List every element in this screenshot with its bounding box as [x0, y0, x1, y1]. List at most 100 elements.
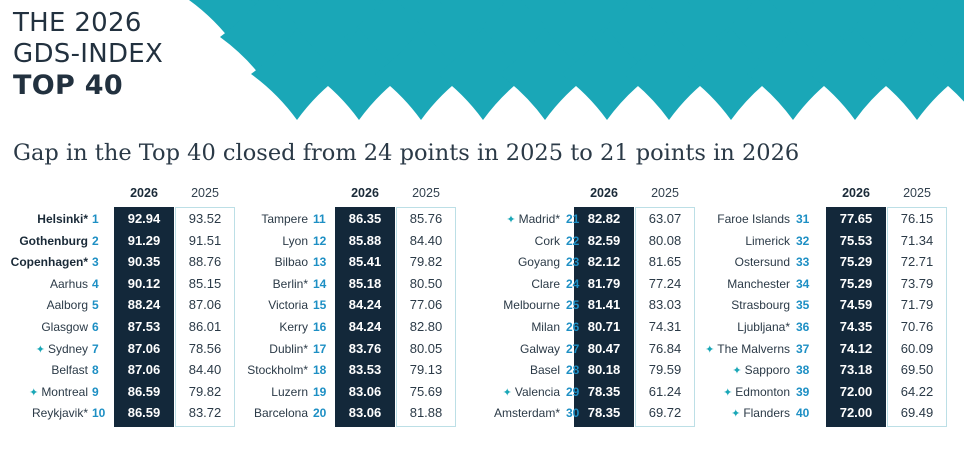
header-2026: 2026 — [590, 186, 618, 200]
sparkle-icon: ✦ — [723, 386, 733, 399]
score-2025: 75.69 — [409, 383, 443, 399]
score-2025: 80.08 — [648, 232, 682, 248]
city-name: ✦ Sapporo — [732, 360, 790, 381]
pattern-sparkle — [778, 0, 870, 83]
city-name: Strasbourg — [731, 295, 790, 315]
header-2025: 2025 — [191, 186, 219, 200]
city-name: Reykjavik* — [32, 403, 88, 423]
rank-number: 38 — [796, 363, 810, 378]
score-2025: 91.51 — [188, 232, 222, 248]
city-name: Gothenburg — [19, 231, 88, 251]
city-label: Cork — [534, 233, 560, 248]
table-row: Belfast 8 87.06 84.40 — [0, 360, 964, 380]
rank-number: 35 — [796, 298, 810, 313]
table-row: Aarhus 4 90.12 85.15 — [0, 274, 964, 294]
city-label: Stockholm* — [247, 363, 308, 378]
city-name: Goyang — [518, 252, 560, 272]
rank-number: 34 — [796, 276, 810, 291]
table-row: Limerick 32 75.53 71.34 — [0, 231, 964, 251]
table-row: Victoria 15 84.24 77.06 — [0, 295, 964, 315]
score-2026: 73.18 — [839, 362, 873, 378]
city-label: Basel — [529, 363, 560, 378]
table-row: Cork 22 82.59 80.08 — [0, 231, 964, 251]
score-2025: 79.82 — [188, 383, 222, 399]
table-row: ✦ Montreal 9 86.59 79.82 — [0, 382, 964, 402]
rank-number: 20 — [313, 406, 327, 421]
score-2026: 82.12 — [587, 254, 621, 270]
score-2025: 87.06 — [188, 297, 222, 313]
score-2026-panel — [114, 207, 174, 427]
score-2025-panel — [887, 207, 947, 427]
city-name: Ostersund — [735, 252, 790, 272]
pattern-sparkle — [530, 0, 622, 83]
score-2025: 72.71 — [900, 254, 934, 270]
score-2026: 86.59 — [127, 383, 161, 399]
city-label: Sapporo — [744, 363, 790, 378]
score-2025: 80.50 — [409, 275, 443, 291]
score-2026: 74.35 — [839, 319, 873, 334]
rank-number: 17 — [313, 341, 327, 356]
table-row: Galway 27 80.47 76.84 — [0, 339, 964, 359]
city-label: Bilbao — [274, 255, 308, 270]
rank-number: 15 — [313, 298, 327, 313]
table-row: Goyang 23 82.12 81.65 — [0, 252, 964, 272]
header-2026: 2026 — [351, 186, 379, 200]
brand-line-2: GDS-INDEX — [13, 39, 164, 69]
table-row: Amsterdam* 30 78.35 69.72 — [0, 403, 964, 423]
city-name: ✦ Valencia — [503, 382, 560, 403]
city-label: Berlin* — [272, 276, 308, 291]
city-label: Gothenburg — [19, 233, 88, 248]
score-2025: 69.50 — [900, 362, 934, 378]
pattern-sparkle — [840, 0, 932, 83]
city-label: Aarhus — [49, 276, 88, 291]
score-2025: 84.40 — [409, 232, 443, 248]
table-row: Lyon 12 85.88 84.40 — [0, 231, 964, 251]
pattern-sparkle — [375, 28, 467, 120]
table-row: Berlin* 14 85.18 80.50 — [0, 274, 964, 294]
score-2026: 83.53 — [348, 362, 382, 378]
city-name: ✦ Sydney — [36, 339, 88, 360]
pattern-sparkle — [437, 0, 529, 46]
pattern-sparkle — [592, 0, 684, 83]
city-label: Flanders — [743, 406, 790, 421]
table-row: Melbourne 25 81.41 83.03 — [0, 295, 964, 315]
sparkle-icon: ✦ — [732, 365, 742, 378]
city-label: Reykjavik* — [31, 406, 88, 421]
pattern-sparkle — [468, 0, 560, 83]
city-name: Ljubljana* — [737, 317, 790, 337]
city-label: Strasbourg — [731, 298, 790, 313]
pattern-sparkle — [344, 0, 436, 83]
score-2026: 84.24 — [348, 297, 382, 313]
pattern-sparkle — [654, 0, 746, 83]
header-2026: 2026 — [130, 186, 158, 200]
score-2025: 78.56 — [188, 340, 222, 356]
score-2025: 84.40 — [188, 362, 222, 378]
score-2026: 81.41 — [587, 297, 621, 313]
city-name: Helsinki* — [37, 209, 88, 229]
score-2025: 93.52 — [188, 211, 222, 226]
city-label: Dublin* — [269, 341, 308, 356]
score-2026: 82.59 — [587, 232, 621, 248]
city-label: Aalborg — [46, 298, 88, 313]
score-2026: 80.18 — [587, 362, 621, 378]
score-2026: 86.59 — [127, 405, 161, 421]
headline: Gap in the Top 40 closed from 24 points … — [13, 140, 800, 166]
city-name: Tampere — [261, 209, 308, 229]
score-2026: 72.00 — [839, 383, 873, 399]
score-2025: 76.84 — [648, 340, 682, 356]
pattern-sparkle — [685, 0, 777, 46]
city-name: Luzern — [271, 382, 308, 402]
table-row: ✦ Edmonton 39 72.00 64.22 — [0, 382, 964, 402]
score-2026-panel — [826, 207, 886, 427]
sparkle-icon: ✦ — [35, 343, 45, 356]
city-label: Glasgow — [41, 320, 88, 334]
pattern-sparkle — [561, 0, 653, 46]
pattern-sparkle — [809, 0, 901, 46]
pattern-sparkle — [437, 28, 529, 120]
rank-number: 8 — [92, 363, 99, 378]
score-2026: 74.12 — [839, 340, 873, 356]
table-row: ✦ Valencia 29 78.35 61.24 — [0, 382, 964, 402]
rank-number: 14 — [313, 276, 327, 291]
header-2025: 2025 — [412, 186, 440, 200]
table-row: Stockholm* 18 83.53 79.13 — [0, 360, 964, 380]
